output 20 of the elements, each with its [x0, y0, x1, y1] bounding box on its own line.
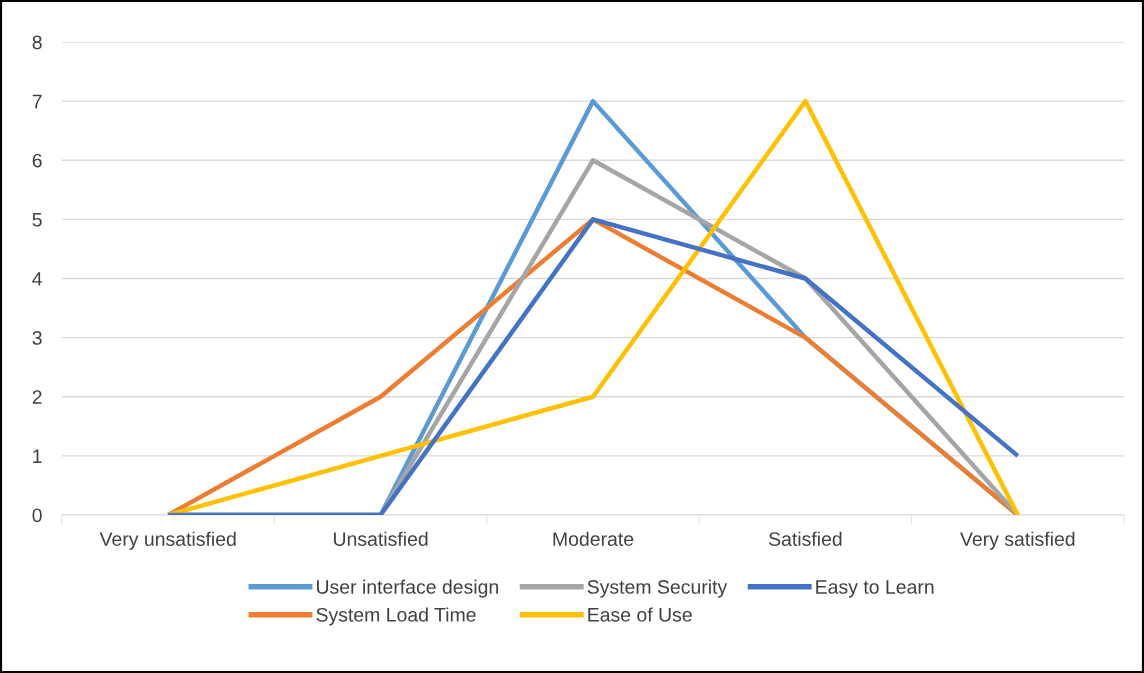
line-series	[165, 217, 1021, 515]
x-tick-label: Unsatisfied	[334, 531, 428, 546]
legend-label: Easy to Learn	[816, 580, 934, 598]
legend-label: System Load Time	[316, 607, 476, 626]
y-tick-label: 4	[32, 272, 42, 286]
x-tick-label: Very satisfied	[960, 531, 1075, 550]
y-tick-label: 2	[32, 390, 42, 404]
legend-label: User interface design	[317, 579, 498, 598]
y-tick-label: 5	[32, 213, 42, 227]
y-tick-label: 1	[33, 449, 42, 463]
y-tick-label: 0	[32, 508, 42, 523]
y-tick-label: 7	[32, 94, 42, 109]
legend-label: System Security	[587, 579, 728, 598]
x-tick-label: Moderate	[553, 531, 634, 546]
y-tick-label: 8	[32, 35, 42, 50]
x-tick-label: Very unsatisfied	[99, 531, 236, 550]
y-tick-label: 6	[32, 153, 42, 168]
y-tick-label: 3	[32, 331, 42, 345]
x-tick-label: Satisfied	[769, 531, 842, 546]
legend-label: Ease of Use	[588, 607, 692, 622]
